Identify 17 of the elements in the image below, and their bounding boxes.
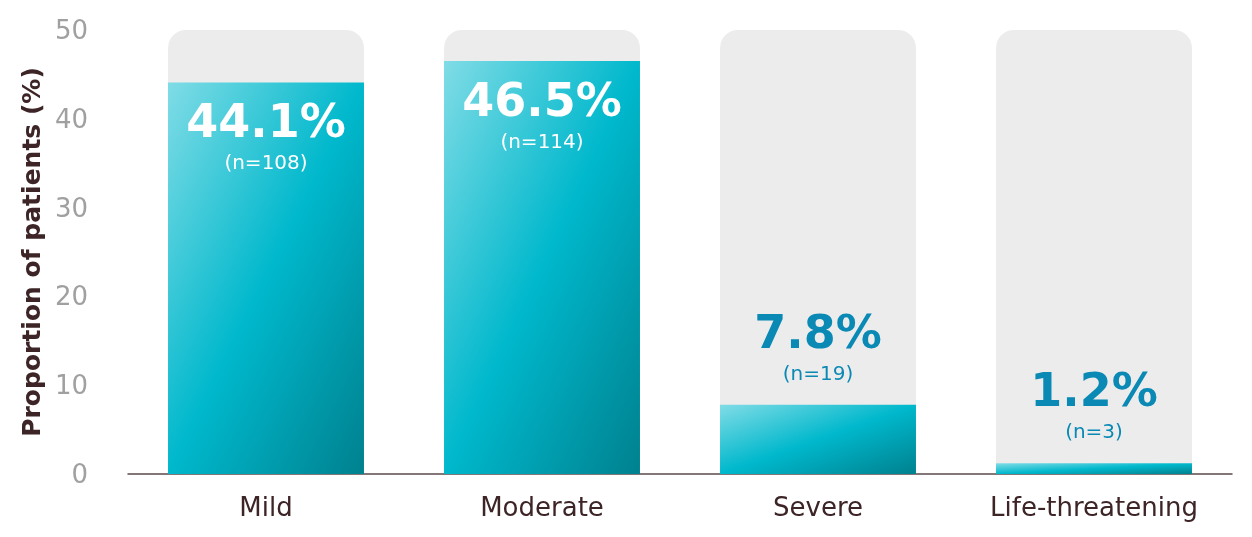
x-tick-label: Moderate (480, 492, 604, 522)
y-tick-label: 10 (54, 370, 88, 401)
y-axis-title: Proportion of patients (%) (17, 67, 47, 437)
x-tick-label: Severe (773, 492, 863, 522)
x-tick-label: Life-threatening (990, 492, 1198, 522)
data-label: 46.5% (n=114) (462, 73, 622, 154)
data-label: 7.8% (n=19) (754, 304, 882, 385)
y-tick-label: 30 (54, 192, 88, 223)
x-tick-label: Mild (239, 492, 293, 522)
y-tick-label: 50 (54, 15, 88, 45)
bar (720, 404, 916, 474)
data-label: 1.2% (n=3) (1030, 363, 1158, 444)
y-tick-label: 0 (71, 459, 88, 489)
bar (996, 463, 1192, 474)
data-label: 44.1% (n=108) (186, 94, 346, 175)
y-tick-label: 40 (54, 103, 88, 134)
y-tick-label: 20 (54, 281, 88, 312)
